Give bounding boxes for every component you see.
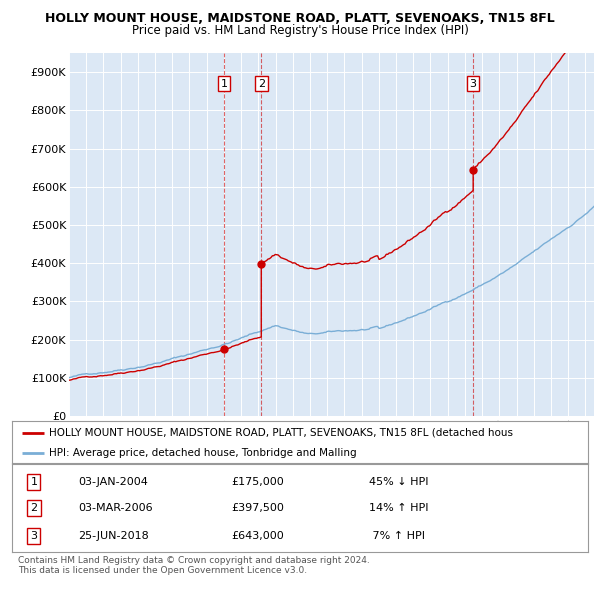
Text: 1: 1 [221, 78, 227, 88]
Text: 2: 2 [31, 503, 37, 513]
Text: HOLLY MOUNT HOUSE, MAIDSTONE ROAD, PLATT, SEVENOAKS, TN15 8FL (detached hous: HOLLY MOUNT HOUSE, MAIDSTONE ROAD, PLATT… [49, 428, 514, 438]
Text: Price paid vs. HM Land Registry's House Price Index (HPI): Price paid vs. HM Land Registry's House … [131, 24, 469, 37]
Text: HOLLY MOUNT HOUSE, MAIDSTONE ROAD, PLATT, SEVENOAKS, TN15 8FL: HOLLY MOUNT HOUSE, MAIDSTONE ROAD, PLATT… [45, 12, 555, 25]
Text: 45% ↓ HPI: 45% ↓ HPI [369, 477, 428, 487]
Text: 25-JUN-2018: 25-JUN-2018 [78, 531, 149, 541]
Text: 03-JAN-2004: 03-JAN-2004 [78, 477, 148, 487]
Text: 03-MAR-2006: 03-MAR-2006 [78, 503, 153, 513]
Text: £397,500: £397,500 [231, 503, 284, 513]
Text: 1: 1 [31, 477, 37, 487]
Text: 14% ↑ HPI: 14% ↑ HPI [369, 503, 428, 513]
Text: 3: 3 [470, 78, 476, 88]
Text: Contains HM Land Registry data © Crown copyright and database right 2024.: Contains HM Land Registry data © Crown c… [18, 556, 370, 565]
Text: HPI: Average price, detached house, Tonbridge and Malling: HPI: Average price, detached house, Tonb… [49, 448, 357, 457]
Text: This data is licensed under the Open Government Licence v3.0.: This data is licensed under the Open Gov… [18, 566, 307, 575]
Text: £643,000: £643,000 [231, 531, 284, 541]
Text: £175,000: £175,000 [231, 477, 284, 487]
Text: 3: 3 [31, 531, 37, 541]
Text: 2: 2 [258, 78, 265, 88]
Text: 7% ↑ HPI: 7% ↑ HPI [369, 531, 425, 541]
